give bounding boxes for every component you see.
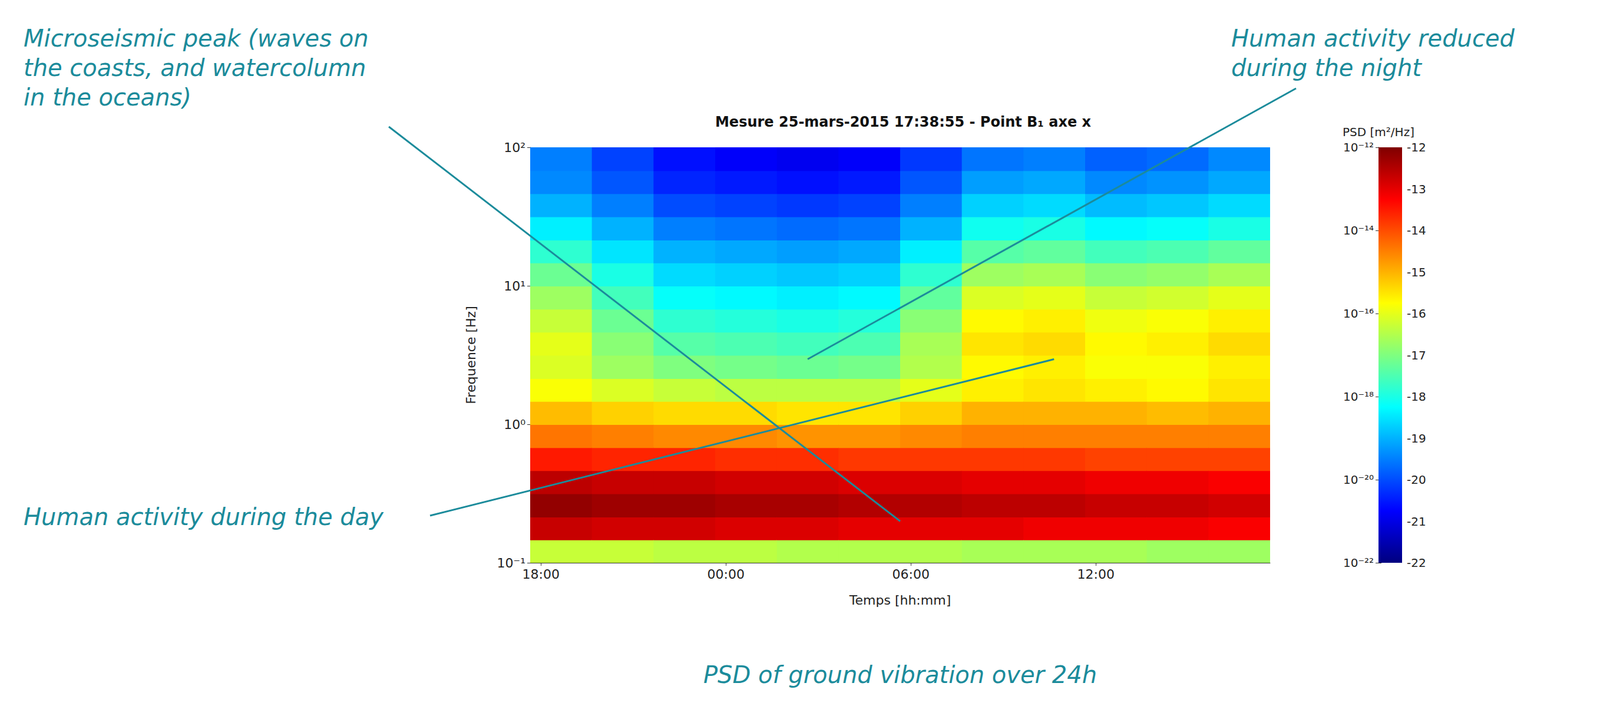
svg-text:10⁻¹²: 10⁻¹² [1343, 140, 1374, 155]
svg-text:Frequence [Hz]: Frequence [Hz] [463, 305, 479, 404]
svg-text:during the night: during the night [1231, 54, 1423, 82]
svg-text:-18: -18 [1406, 389, 1427, 404]
svg-text:10⁻¹⁶: 10⁻¹⁶ [1343, 306, 1374, 321]
svg-text:PSD [m²/Hz]: PSD [m²/Hz] [1342, 124, 1415, 140]
svg-text:10⁻²²: 10⁻²² [1343, 555, 1374, 570]
svg-text:-16: -16 [1406, 306, 1427, 321]
svg-text:-12: -12 [1406, 140, 1427, 155]
svg-text:Mesure 25-mars-2015 17:38:55 -: Mesure 25-mars-2015 17:38:55 - Point B₁ … [715, 113, 1092, 131]
svg-text:10⁻²⁰: 10⁻²⁰ [1343, 472, 1374, 487]
svg-text:10¹: 10¹ [503, 278, 526, 294]
svg-text:18:00: 18:00 [522, 566, 560, 582]
svg-text:10⁻¹⁴: 10⁻¹⁴ [1343, 223, 1374, 238]
svg-text:-13: -13 [1406, 182, 1427, 197]
svg-text:12:00: 12:00 [1077, 566, 1115, 582]
svg-text:-17: -17 [1406, 348, 1427, 363]
svg-text:10²: 10² [503, 140, 526, 155]
svg-text:10⁻¹: 10⁻¹ [497, 555, 526, 571]
svg-text:00:00: 00:00 [707, 566, 745, 582]
svg-text:in the oceans): in the oceans) [23, 83, 192, 111]
svg-text:the coasts, and watercolumn: the coasts, and watercolumn [23, 54, 366, 82]
svg-text:-21: -21 [1406, 514, 1427, 529]
svg-text:Temps [hh:mm]: Temps [hh:mm] [848, 592, 951, 608]
svg-text:10⁻¹⁸: 10⁻¹⁸ [1343, 389, 1374, 404]
svg-text:Human activity during the day: Human activity during the day [23, 503, 385, 531]
svg-text:-14: -14 [1406, 223, 1427, 238]
svg-text:10⁰: 10⁰ [503, 417, 526, 432]
svg-text:-22: -22 [1406, 555, 1427, 570]
svg-text:-20: -20 [1406, 472, 1427, 487]
svg-text:06:00: 06:00 [892, 566, 930, 582]
svg-text:Microseismic peak (waves on: Microseismic peak (waves on [23, 24, 369, 52]
svg-text:PSD of ground vibration over 2: PSD of ground vibration over 24h [703, 660, 1097, 689]
svg-text:-19: -19 [1406, 431, 1427, 446]
svg-text:Human activity reduced: Human activity reduced [1231, 24, 1516, 52]
svg-text:-15: -15 [1406, 265, 1427, 280]
